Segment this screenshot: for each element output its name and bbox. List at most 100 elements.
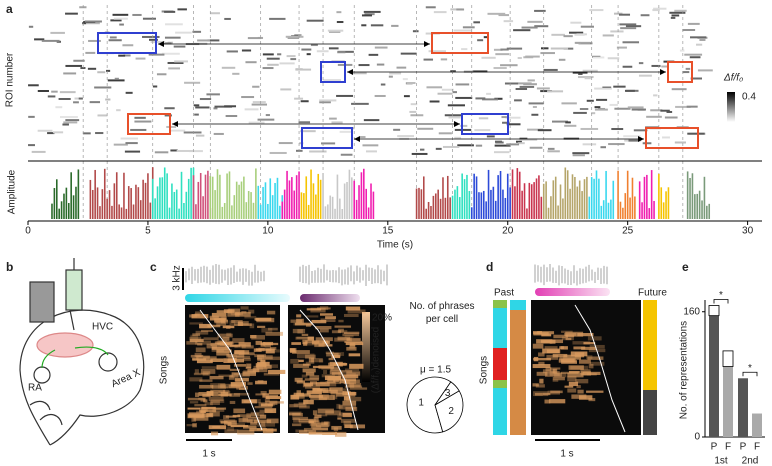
raster-mark [82, 22, 87, 25]
heatmap-cell [242, 425, 257, 429]
raster-mark [134, 116, 146, 119]
raster-mark [195, 106, 210, 109]
raster-mark [118, 54, 126, 57]
heatmap-cell [349, 342, 356, 347]
heatmap-cell [304, 342, 317, 346]
x-tick-label: 15 [382, 226, 394, 237]
raster-mark [594, 108, 608, 111]
raster-mark [551, 33, 565, 36]
raster-mark [251, 103, 268, 106]
heatmap-cell [265, 349, 280, 353]
raster-mark [625, 25, 642, 28]
heatmap-cell [338, 371, 344, 377]
heatmap-cell [230, 424, 249, 428]
heatmap-cell [230, 423, 246, 428]
raster-mark [613, 85, 626, 88]
raster-mark [527, 20, 543, 23]
heatmap-cell [214, 341, 227, 345]
raster-mark [113, 17, 128, 20]
heatmap-cell [209, 315, 219, 319]
raster-mark [541, 47, 549, 50]
heatmap-cell [234, 323, 252, 327]
raster-mark [517, 82, 532, 85]
raster-mark [252, 85, 260, 88]
raster-mark [584, 77, 591, 80]
raster-mark [580, 127, 599, 130]
raster-mark [295, 68, 312, 71]
panel-label: b [6, 260, 13, 274]
raster-mark [616, 46, 627, 49]
heatmap-cell [212, 316, 227, 320]
heatmap-cell [203, 399, 208, 403]
heatmap-cell [549, 339, 556, 344]
raster-mark [670, 16, 676, 19]
heatmap-cell [546, 354, 559, 360]
heatmap-cell [229, 400, 236, 404]
heatmap-cell [265, 348, 275, 354]
raster-mark [690, 77, 702, 80]
heatmap-cell [231, 319, 243, 323]
raster-mark [59, 116, 78, 119]
raster-mark [570, 21, 582, 24]
group-label: 1st [714, 456, 728, 466]
raster-mark [108, 39, 122, 42]
heatmap-cell [303, 399, 314, 405]
heatmap-cell [253, 348, 262, 352]
raster-mark [495, 53, 510, 56]
raster-mark [388, 75, 393, 78]
heatmap-cell [333, 427, 339, 432]
raster-mark [477, 39, 484, 42]
raster-mark [130, 128, 147, 131]
heatmap-cell [565, 337, 572, 341]
heatmap-cell [257, 380, 264, 383]
raster-mark [550, 47, 569, 50]
heatmap-cell [246, 363, 252, 368]
raster-mark [368, 53, 379, 56]
raster-mark [684, 53, 703, 56]
heatmap-cell [186, 424, 197, 427]
raster-mark [364, 13, 375, 16]
heatmap-cell [309, 375, 320, 380]
raster-mark [652, 9, 660, 12]
heatmap-cell [257, 357, 263, 362]
raster-mark [425, 6, 436, 9]
raster-mark [602, 34, 614, 37]
heatmap-cell [222, 341, 233, 346]
heatmap-cell [342, 412, 352, 418]
raster-mark [440, 58, 448, 61]
heatmap-cell [192, 333, 201, 337]
raster-mark [125, 91, 133, 94]
heatmap-cell [310, 425, 322, 429]
heatmap-cell [268, 389, 282, 394]
heatmap-cell [315, 382, 330, 387]
heatmap-cell [546, 349, 560, 354]
raster-mark [266, 57, 280, 60]
heatmap-cell [302, 383, 312, 388]
raster-mark [586, 99, 594, 102]
raster-mark [97, 114, 108, 117]
raster-mark [148, 53, 165, 56]
heatmap-cell [233, 392, 250, 396]
heatmap-cell [552, 376, 565, 381]
heatmap-cell [212, 384, 226, 390]
past-column [493, 400, 507, 435]
raster-mark [624, 89, 635, 92]
onset-curve [574, 304, 626, 433]
heatmap-cell [302, 368, 316, 373]
raster-mark [454, 136, 462, 139]
heatmap-cell [344, 385, 363, 388]
raster-mark [224, 17, 231, 20]
heatmap-cell [196, 355, 210, 360]
heatmap-cell [213, 407, 227, 410]
heatmap-cell [339, 378, 347, 384]
past-column [493, 388, 507, 400]
heatmap-cell [534, 392, 543, 396]
heatmap-cell [193, 416, 209, 421]
heatmap-cell [291, 342, 302, 345]
heatmap-cell [342, 374, 359, 379]
raster-mark [515, 88, 528, 91]
raster-mark [506, 47, 523, 50]
heatmap-cell [250, 422, 258, 425]
bar-open [708, 305, 720, 317]
raster-mark [594, 106, 601, 109]
